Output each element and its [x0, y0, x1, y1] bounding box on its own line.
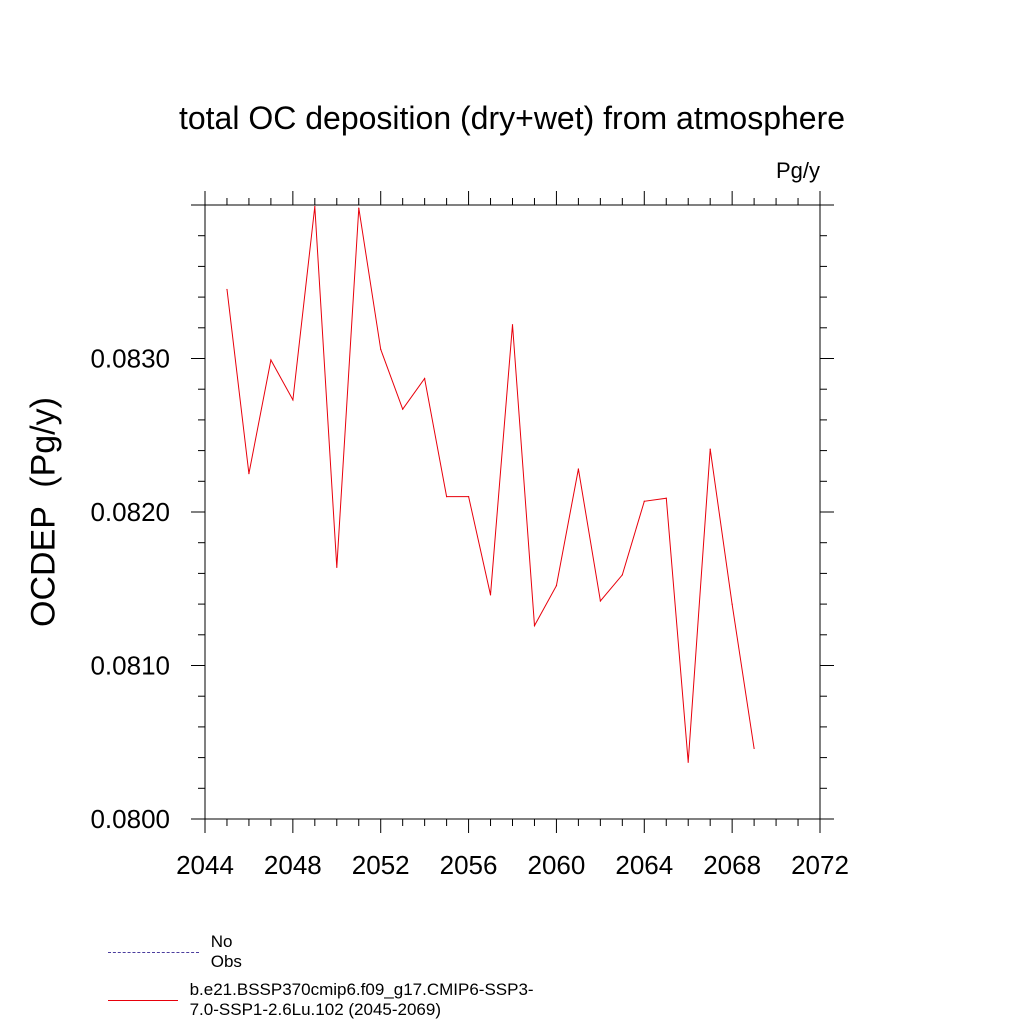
data-point	[511, 324, 514, 326]
data-point	[226, 288, 228, 291]
y-tick-label: 0.0800	[90, 804, 170, 834]
data-point	[599, 600, 601, 602]
data-point	[687, 761, 689, 763]
legend-label: No Obs	[210, 932, 242, 971]
legend-label: b.e21.BSSP370cmip6.f09_g17.CMIP6-SSP3-7.…	[189, 980, 534, 1019]
data-point	[665, 497, 667, 499]
legend-swatch-dashed	[108, 951, 199, 953]
x-tick-label: 2052	[352, 850, 410, 880]
legend-item-no-obs: No Obs	[108, 932, 259, 971]
data-point	[643, 500, 645, 502]
y-axis: 0.0800 0.0810 0.0820 0.0830	[90, 204, 834, 834]
data-point	[533, 624, 536, 627]
y-tick-label: 0.0820	[90, 497, 170, 527]
x-tick-label: 2072	[791, 850, 849, 880]
data-point	[248, 473, 250, 475]
data-point	[336, 566, 338, 568]
plot-border	[204, 204, 821, 820]
series-line	[226, 206, 755, 763]
data-point	[424, 377, 426, 380]
data-point	[621, 574, 623, 576]
data-point	[577, 468, 579, 470]
y-tick-label: 0.0830	[90, 344, 170, 374]
data-point	[446, 496, 448, 498]
x-tick-label: 2048	[264, 850, 322, 880]
data-point	[709, 448, 711, 450]
data-point	[314, 205, 316, 208]
x-tick-label: 2056	[440, 850, 498, 880]
data-point	[402, 408, 404, 410]
data-point	[467, 496, 470, 498]
y-axis-label: OCDEP (Pg/y)	[24, 397, 63, 627]
x-tick-label: 2068	[703, 850, 761, 880]
data-point	[753, 747, 755, 749]
x-tick-label: 2064	[615, 850, 673, 880]
x-tick-label: 2060	[528, 850, 586, 880]
series-layer	[226, 205, 755, 763]
plot-frame	[204, 204, 821, 820]
data-point	[270, 359, 272, 361]
x-tick-label: 2044	[176, 850, 234, 880]
x-axis: 2044 2048 2052 2056 2060 2064 2068 2072	[176, 191, 849, 880]
data-point	[358, 207, 360, 209]
data-point	[292, 399, 294, 401]
units-label: Pg/y	[775, 158, 820, 183]
y-tick-label: 0.0810	[90, 651, 170, 681]
legend-swatch-solid	[108, 999, 178, 1001]
data-point	[380, 348, 382, 350]
data-point	[489, 594, 492, 596]
legend-item-model-run: b.e21.BSSP370cmip6.f09_g17.CMIP6-SSP3-7.…	[108, 980, 535, 1019]
chart-title: total OC deposition (dry+wet) from atmos…	[178, 100, 846, 136]
data-point	[555, 585, 558, 587]
data-point	[731, 603, 733, 605]
